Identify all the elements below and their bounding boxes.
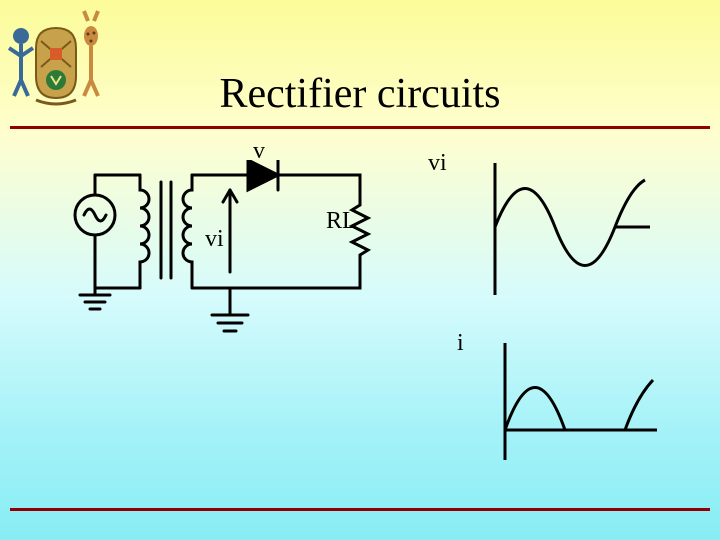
waveform-i <box>485 335 660 465</box>
title-underline <box>10 126 710 129</box>
waveform-vi <box>475 155 650 300</box>
label-i-waveform: i <box>457 330 464 357</box>
circuit-diagram <box>60 160 400 350</box>
label-vi-waveform: vi <box>428 150 447 177</box>
footer-rule <box>10 508 710 511</box>
slide: Rectifier circuits v vi vi RL i <box>0 0 720 540</box>
slide-title: Rectifier circuits <box>0 70 720 118</box>
